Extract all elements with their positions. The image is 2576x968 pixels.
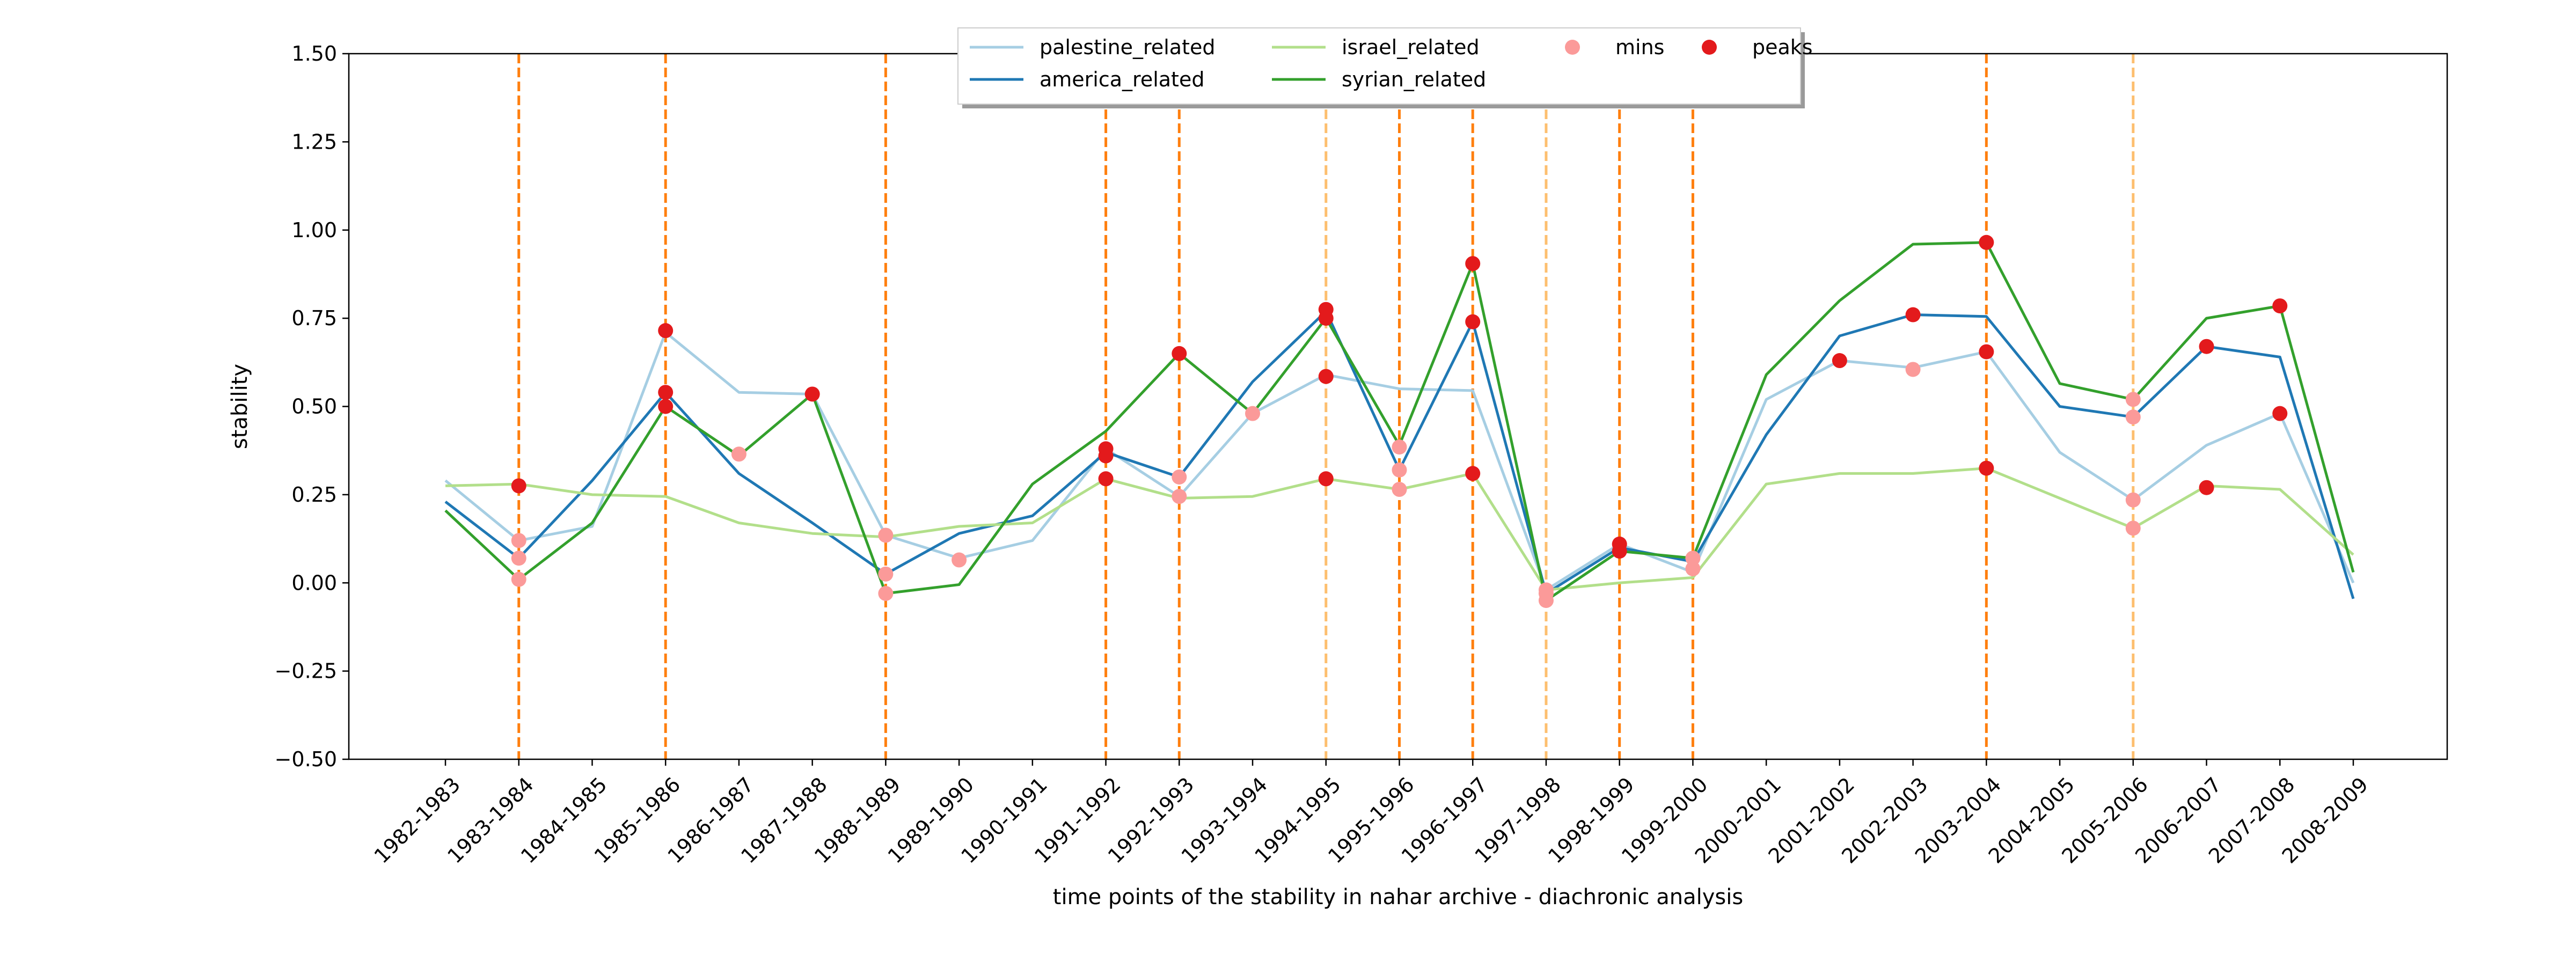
mins-point [1392,482,1407,497]
mins-point [1392,439,1407,454]
mins-point [2126,409,2141,424]
y-tick-label: 1.50 [291,42,337,65]
peaks-point [2199,480,2214,495]
legend-label-mins: mins [1615,35,1664,59]
peaks-point [2272,298,2287,313]
mins-point [1906,362,1921,377]
mins-point [952,553,967,568]
peaks-point [1172,346,1187,361]
peaks-point [1465,256,1480,271]
mins-point [511,533,526,548]
legend-label-america_related: america_related [1040,68,1204,91]
mins-point [1245,406,1260,421]
legend-swatch-mins [1565,40,1580,55]
peaks-point [1979,461,1994,476]
peaks-point [1319,471,1334,486]
mins-point [1172,489,1187,504]
mins-point [2126,392,2141,407]
y-tick-label: 1.25 [291,130,337,153]
mins-point [1539,593,1554,608]
y-axis-label: stability [228,364,252,449]
legend-label-palestine_related: palestine_related [1040,35,1215,59]
peaks-point [1906,307,1921,322]
mins-point [511,572,526,587]
mins-point [511,551,526,566]
mins-point [2126,520,2141,536]
peaks-point [1979,344,1994,360]
mins-point [2126,493,2141,508]
peaks-point [658,323,673,338]
mins-point [878,527,893,542]
y-tick-label: 0.25 [291,483,337,507]
peaks-point [2272,406,2287,421]
mins-point [878,567,893,582]
peaks-point [1979,235,1994,250]
peaks-point [1319,369,1334,384]
legend-swatch-peaks [1702,40,1717,55]
peaks-point [1319,311,1334,326]
legend-label-syrian_related: syrian_related [1342,68,1486,91]
peaks-point [1612,544,1627,559]
peaks-point [1465,314,1480,329]
y-tick-label: 0.00 [291,571,337,595]
y-tick-label: 0.75 [291,306,337,330]
peaks-point [658,385,673,400]
peaks-point [1832,353,1847,368]
y-tick-label: −0.25 [275,659,337,683]
legend-label-peaks: peaks [1752,35,1813,59]
legend: palestine_related america_related israel_r… [958,28,1813,108]
y-tick-label: 0.50 [291,395,337,419]
mins-point [1392,463,1407,478]
peaks-point [2199,339,2214,354]
legend-label-israel_related: israel_related [1342,35,1480,59]
y-tick-label: 1.00 [291,218,337,242]
peaks-point [511,478,526,493]
mins-point [731,446,747,461]
mins-point [878,586,893,601]
x-axis-label: time points of the stability in nahar ar… [1053,885,1743,910]
y-tick-label: −0.50 [275,747,337,771]
peaks-point [1099,449,1114,464]
peaks-point [805,386,820,401]
mins-point [1172,470,1187,485]
peaks-point [1099,471,1114,486]
peaks-point [1465,466,1480,481]
mins-point [1685,561,1700,576]
peaks-point [658,399,673,414]
